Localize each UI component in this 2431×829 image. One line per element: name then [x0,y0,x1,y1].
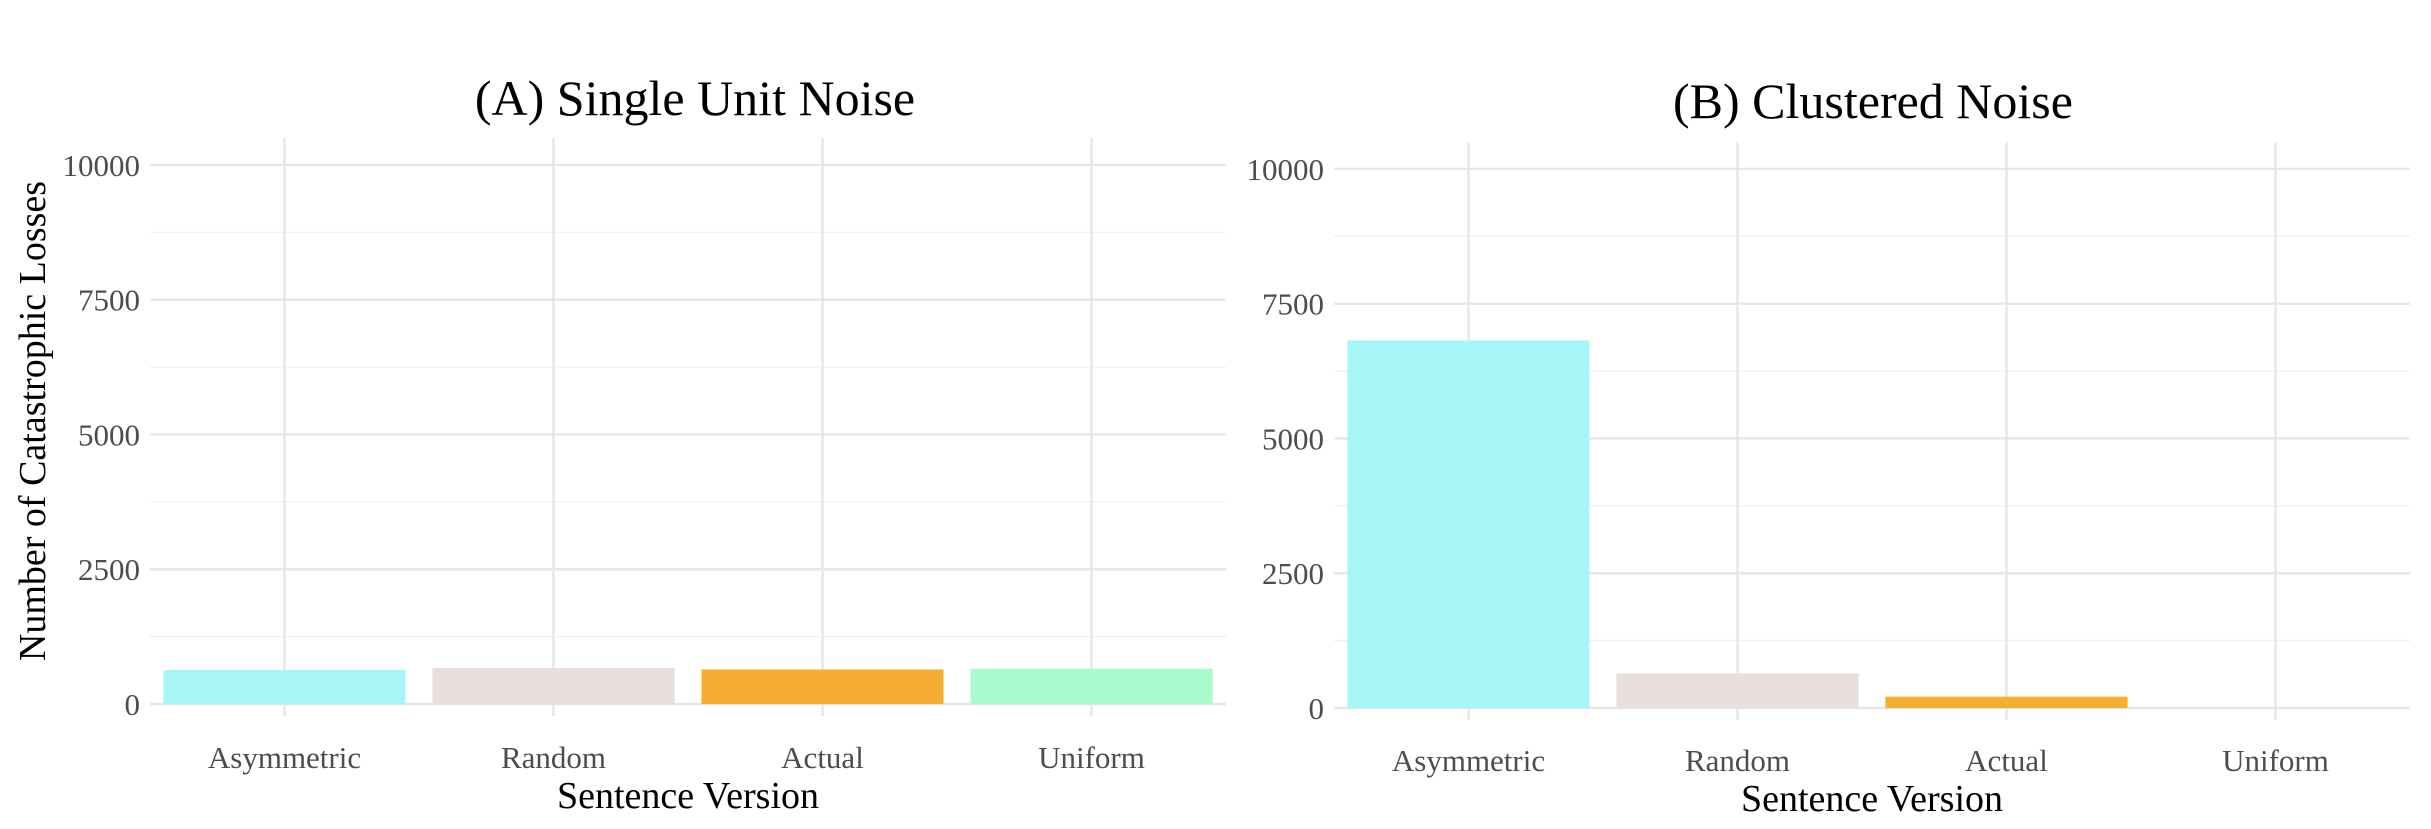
bar-asymmetric [163,670,406,704]
panel-title: (A) Single Unit Noise [475,70,915,126]
y-tick-label: 2500 [1262,556,1324,591]
y-tick-label: 5000 [1262,421,1324,456]
x-axis-title: Sentence Version [1741,778,2003,820]
x-tick-label: Asymmetric [208,740,361,775]
x-tick-label: Actual [1965,743,2048,778]
y-tick-label: 2500 [78,552,140,587]
panel-single-unit-noise: 0 2500 5000 7500 10000 Asymmetric Random Actual… [12,70,1226,817]
x-axis-title: Sentence Version [557,775,819,817]
y-axis-title: Number of Catastrophic Losses [12,181,54,661]
bar-uniform [970,668,1213,704]
bar-random [1616,673,1859,708]
bar-actual [701,669,944,704]
bar-asymmetric [1347,340,1590,708]
y-tick-label: 0 [125,687,141,722]
panel-title: (B) Clustered Noise [1673,73,2073,129]
x-tick-label: Random [501,740,606,775]
x-tick-label: Actual [781,740,864,775]
y-tick-label: 10000 [63,148,141,183]
y-tick-label: 5000 [78,417,140,452]
x-tick-label: Asymmetric [1392,743,1545,778]
bar-actual [1885,696,2128,708]
panel-clustered-noise: 0 2500 5000 7500 10000 Asymmetric Random Actual… [1247,73,2410,820]
y-tick-label: 7500 [1262,287,1324,322]
x-tick-label: Uniform [1038,740,1145,775]
x-tick-label: Uniform [2222,743,2329,778]
x-tick-label: Random [1685,743,1790,778]
y-tick-label: 0 [1309,691,1325,726]
y-tick-label: 10000 [1247,152,1325,187]
y-tick-label: 7500 [78,283,140,318]
bar-random [432,667,675,704]
